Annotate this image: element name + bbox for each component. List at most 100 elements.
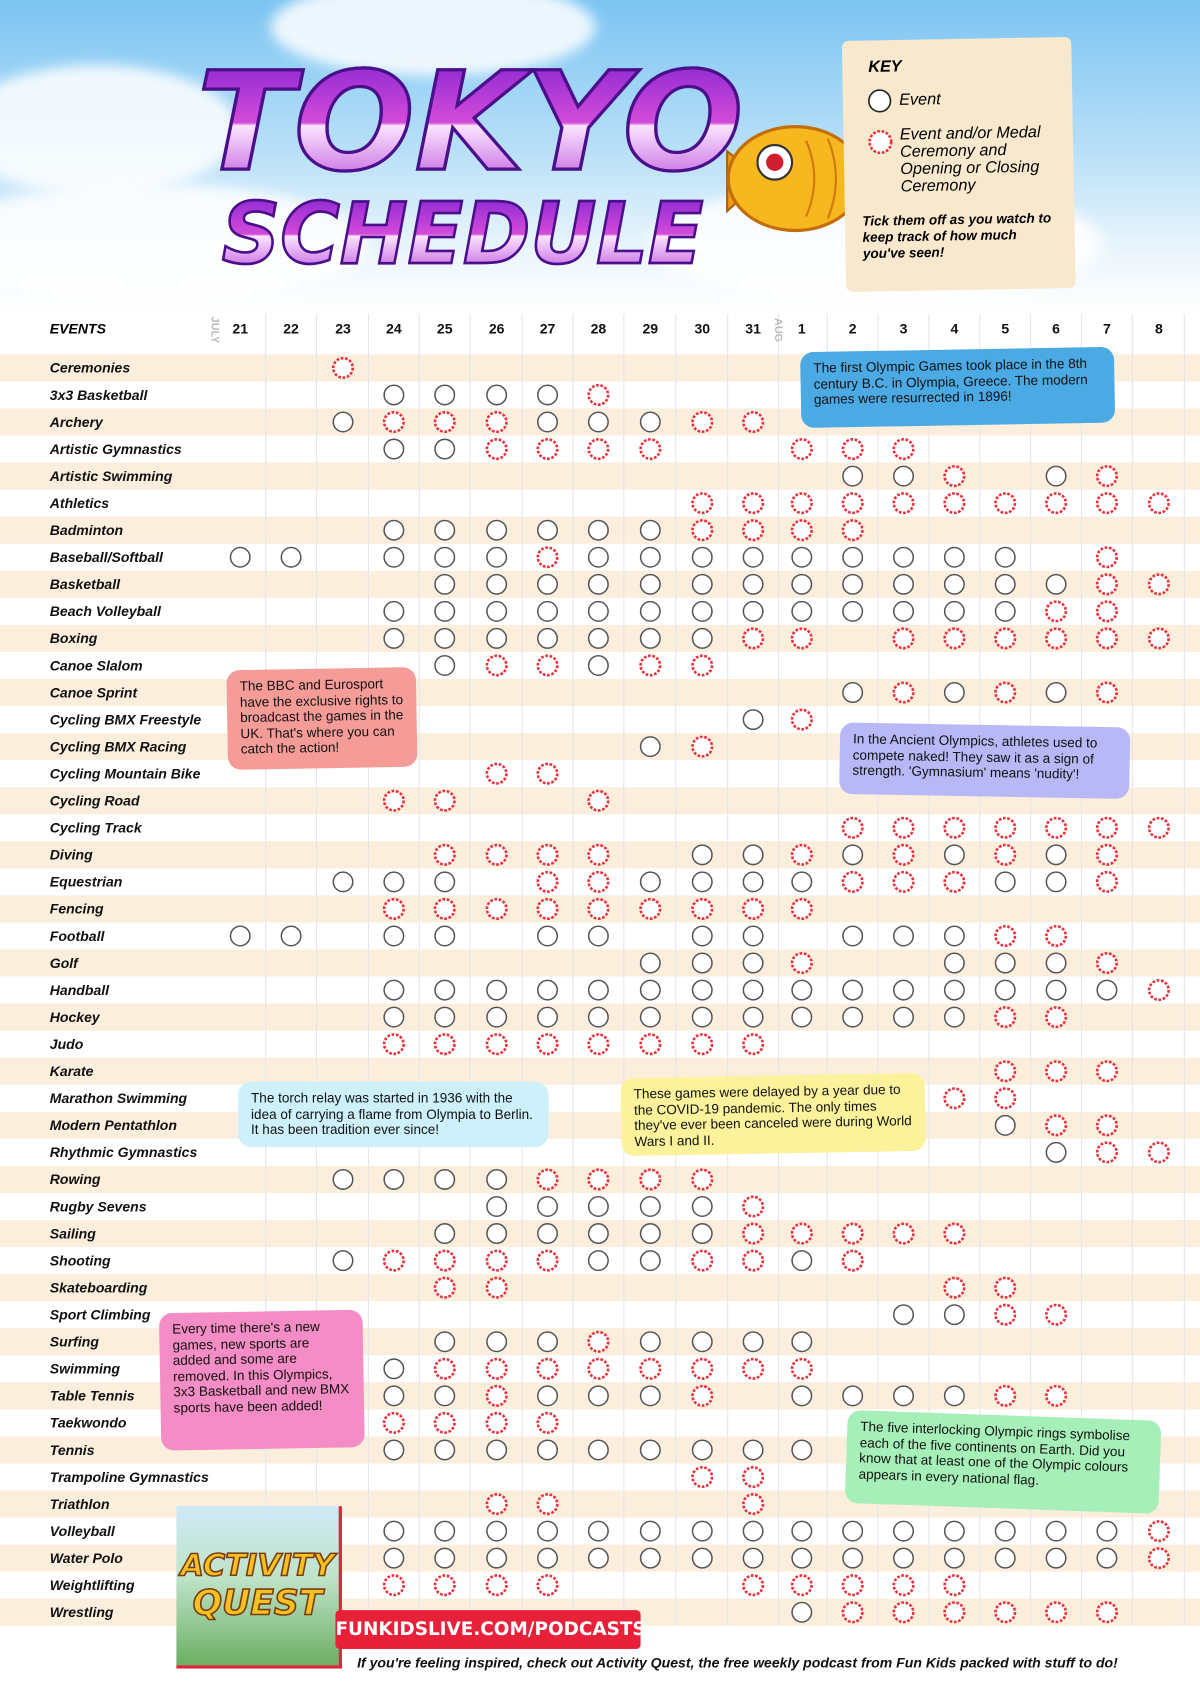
medal-circle [1045, 1384, 1068, 1407]
medal-circle [485, 654, 508, 677]
date-label: 4 [950, 321, 958, 337]
event-circle [691, 573, 713, 595]
event-circle [893, 1547, 915, 1569]
medal-circle [742, 519, 765, 542]
event-name: Diving [50, 847, 93, 863]
event-name: Basketball [50, 576, 121, 592]
medal-circle [742, 1574, 765, 1597]
date-label: 7 [1103, 321, 1111, 337]
row-band [0, 1057, 1200, 1085]
event-circle [383, 627, 405, 649]
date-label: 23 [335, 321, 351, 337]
subtitle: SCHEDULE [222, 185, 704, 283]
event-circle [893, 979, 915, 1001]
event-circle [791, 1547, 813, 1569]
cloud [0, 183, 368, 303]
medal-circle [1147, 492, 1170, 515]
event-circle [434, 384, 456, 406]
medal-circle [790, 627, 813, 650]
event-circle [639, 573, 661, 595]
event-name: Surfing [50, 1334, 100, 1350]
medal-circle [691, 1357, 714, 1380]
medal-circle [1095, 1141, 1118, 1164]
event-circle [434, 546, 456, 568]
medal-circle [943, 465, 966, 488]
event-circle [229, 546, 251, 568]
event-circle [1045, 573, 1067, 595]
medal-circle [742, 1249, 765, 1272]
medal-circle [485, 1493, 508, 1516]
medal-circle [433, 843, 456, 866]
medal-circle [382, 1411, 405, 1434]
medal-circle [1095, 627, 1118, 650]
medal-circle [841, 492, 864, 515]
event-name: Golf [50, 955, 79, 971]
event-name: Skateboarding [50, 1279, 148, 1295]
event-circle [537, 1196, 559, 1217]
event-name: Marathon Swimming [50, 1090, 188, 1106]
medal-circle [1147, 1141, 1170, 1164]
event-circle [486, 1547, 508, 1569]
medal-circle [587, 843, 610, 866]
medal-circle [485, 438, 508, 461]
event-circle [943, 952, 965, 974]
event-name: Cycling Track [50, 820, 143, 836]
event-circle [791, 1520, 813, 1542]
event-circle [691, 1006, 713, 1028]
medal-circle [485, 1033, 508, 1056]
event-circle [537, 384, 559, 406]
event-name: Artistic Gymnastics [49, 441, 182, 457]
medal-circle [536, 546, 559, 569]
event-circle [791, 573, 813, 595]
medal-circle [841, 1601, 864, 1624]
medal-circle [536, 843, 559, 866]
event-circle [332, 871, 354, 893]
event-circle [691, 844, 713, 866]
event-circle [1096, 1547, 1118, 1569]
medal-circle [382, 1249, 405, 1272]
event-circle [943, 979, 965, 1001]
medal-circle [382, 1033, 405, 1056]
medal-circle [943, 1087, 966, 1110]
medal-circle [485, 1249, 508, 1272]
event-circle [383, 871, 405, 893]
event-name: Boxing [50, 630, 98, 646]
medal-circle [587, 789, 610, 812]
event-circle [537, 519, 559, 541]
event-circle [280, 925, 302, 947]
event-circle [434, 1439, 456, 1461]
medal-circle [331, 356, 355, 379]
medal-circle [892, 1601, 915, 1624]
event-circle [383, 438, 405, 460]
medal-circle [1147, 979, 1170, 1002]
medal-circle [691, 519, 714, 542]
medal-circle [433, 1411, 456, 1434]
event-name: Rhythmic Gymnastics [50, 1144, 198, 1160]
event-circle [434, 627, 456, 649]
event-circle [691, 952, 713, 974]
podcast-link[interactable]: FUNKIDSLIVE.COM/PODCASTS [335, 1610, 646, 1650]
event-circle [742, 1439, 764, 1461]
medal-circle [382, 410, 405, 434]
event-circle [842, 844, 864, 866]
medal-circle [691, 410, 714, 434]
event-circle [587, 1520, 609, 1542]
event-circle [587, 979, 609, 1001]
date-label: 5 [1001, 321, 1009, 337]
event-circle [639, 1331, 661, 1353]
medal-circle [485, 843, 508, 866]
event-name: Wrestling [50, 1604, 114, 1620]
fact-callout: The torch relay was started in 1936 with… [238, 1082, 549, 1147]
event-circle [1045, 1520, 1067, 1542]
medal-circle [1147, 627, 1170, 650]
event-circle [742, 1331, 764, 1353]
event-circle [994, 952, 1016, 974]
medal-circle [639, 1033, 662, 1056]
date-label: 31 [745, 321, 761, 337]
medal-circle [892, 627, 915, 650]
event-circle [537, 1520, 559, 1542]
fact-callout: Every time there's a new games, new spor… [158, 1309, 365, 1451]
footer-note: If you're feeling inspired, check out Ac… [357, 1654, 1118, 1671]
event-circle [691, 627, 713, 649]
event-circle [434, 979, 456, 1001]
